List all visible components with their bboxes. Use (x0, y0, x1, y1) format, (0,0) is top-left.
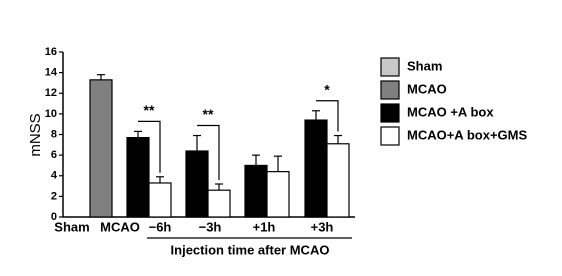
legend-label: MCAO+A box+GMS (407, 127, 527, 142)
y-tick-label: 4 (51, 170, 58, 182)
y-tick-label: 8 (51, 128, 57, 140)
bar (304, 119, 328, 218)
bar (266, 171, 290, 218)
legend-swatch (380, 57, 400, 77)
x-tick-label: +3h (311, 219, 334, 234)
legend-swatch (380, 103, 400, 123)
legend-label: MCAO +A box (407, 104, 494, 119)
x-tick-label: −6h (149, 219, 172, 234)
bar (207, 189, 231, 218)
y-tick-label: 6 (51, 149, 57, 161)
y-tick-label: 2 (51, 190, 57, 202)
bar (126, 136, 150, 218)
legend-swatch (380, 80, 400, 100)
significance-bracket (316, 100, 339, 132)
x-tick-label: Sham (54, 219, 89, 234)
significance-bracket (138, 120, 161, 173)
x-tick-label: −3h (199, 219, 222, 234)
x-tick-label: MCAO (100, 219, 140, 234)
bar (244, 164, 268, 218)
x-axis-label: Injection time after MCAO (171, 242, 330, 257)
bar (326, 143, 350, 218)
y-tick-label: 10 (45, 108, 57, 120)
legend-swatch (380, 126, 400, 146)
significance-label: ** (144, 102, 155, 118)
bar (89, 79, 113, 218)
y-tick-label: 16 (45, 46, 57, 58)
significance-bracket (197, 124, 220, 180)
bar (148, 182, 172, 218)
y-axis-label: mNSS (27, 113, 44, 156)
significance-label: * (324, 81, 330, 97)
bar (185, 150, 209, 218)
y-tick-label: 0 (51, 211, 57, 223)
y-tick-label: 12 (45, 87, 57, 99)
legend-label: Sham (407, 58, 442, 73)
x-tick-label: +1h (253, 219, 276, 234)
y-tick-label: 14 (45, 67, 58, 79)
significance-label: ** (203, 106, 214, 122)
legend-label: MCAO (407, 81, 447, 96)
